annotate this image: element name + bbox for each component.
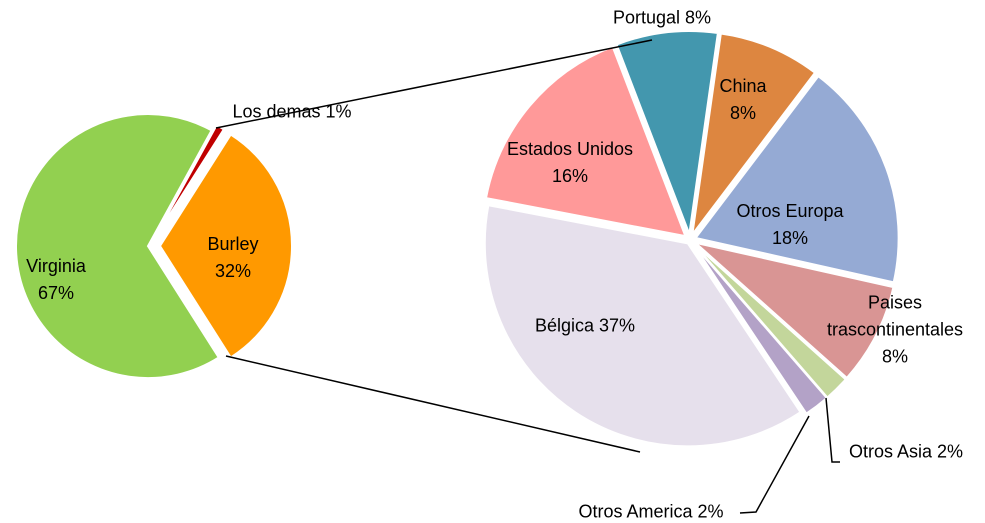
slice-label: Otros America 2% xyxy=(578,499,723,523)
connector-line xyxy=(225,355,641,453)
slice-label: Bélgica 37% xyxy=(535,313,635,340)
slice-label: Otros Europa 18% xyxy=(730,198,850,252)
slice-name: Otros America xyxy=(578,501,693,522)
slice-label: Estados Unidos 16% xyxy=(505,136,635,190)
slice-name: Portugal xyxy=(612,7,681,28)
slice-label: Los demas 1% xyxy=(232,99,351,126)
slice-value: 8% xyxy=(685,7,712,28)
slice-name: Paises trascontinentales xyxy=(826,292,964,340)
pie-slice xyxy=(690,32,817,239)
slice-name: Otros Europa xyxy=(736,201,844,221)
slice-name: Bélgica xyxy=(534,315,594,336)
slice-name: Virginia xyxy=(26,256,86,276)
slice-value: 16% xyxy=(551,166,589,186)
pie-slice xyxy=(484,45,687,238)
slice-value: 8% xyxy=(729,103,756,123)
leader-line xyxy=(739,415,810,514)
slice-name: China xyxy=(719,76,767,96)
slice-label: China 8% xyxy=(713,73,773,127)
slice-name: Otros Asia xyxy=(848,441,932,462)
slice-value: 8% xyxy=(881,346,908,367)
pie-slice xyxy=(615,30,720,238)
pie-slice xyxy=(15,113,221,380)
slice-name: Los demas xyxy=(232,101,321,122)
slice-name: Estados Unidos xyxy=(506,139,634,159)
pie-slice xyxy=(158,133,293,359)
slice-value: 67% xyxy=(37,283,75,303)
slice-value: 37% xyxy=(599,315,636,336)
slice-label: Virginia 67% xyxy=(21,253,91,307)
leader-line xyxy=(825,397,840,463)
pie-slice xyxy=(693,243,848,399)
slice-label: Burley 32% xyxy=(198,231,268,285)
slice-label: Portugal 8% xyxy=(613,5,711,32)
pie-slice xyxy=(691,240,895,380)
slice-value: 32% xyxy=(214,261,252,281)
slice-value: 1% xyxy=(325,101,352,122)
slice-label: Otros Asia 2% xyxy=(849,439,963,466)
slice-value: 18% xyxy=(771,228,809,248)
slice-value: 2% xyxy=(697,501,724,522)
connector-line xyxy=(215,39,653,129)
pie-slice xyxy=(483,204,802,448)
slice-value: 2% xyxy=(937,441,964,462)
slice-name: Burley xyxy=(207,234,259,254)
slice-label: Paises trascontinentales 8% xyxy=(820,290,970,371)
pie-slice xyxy=(693,74,900,284)
